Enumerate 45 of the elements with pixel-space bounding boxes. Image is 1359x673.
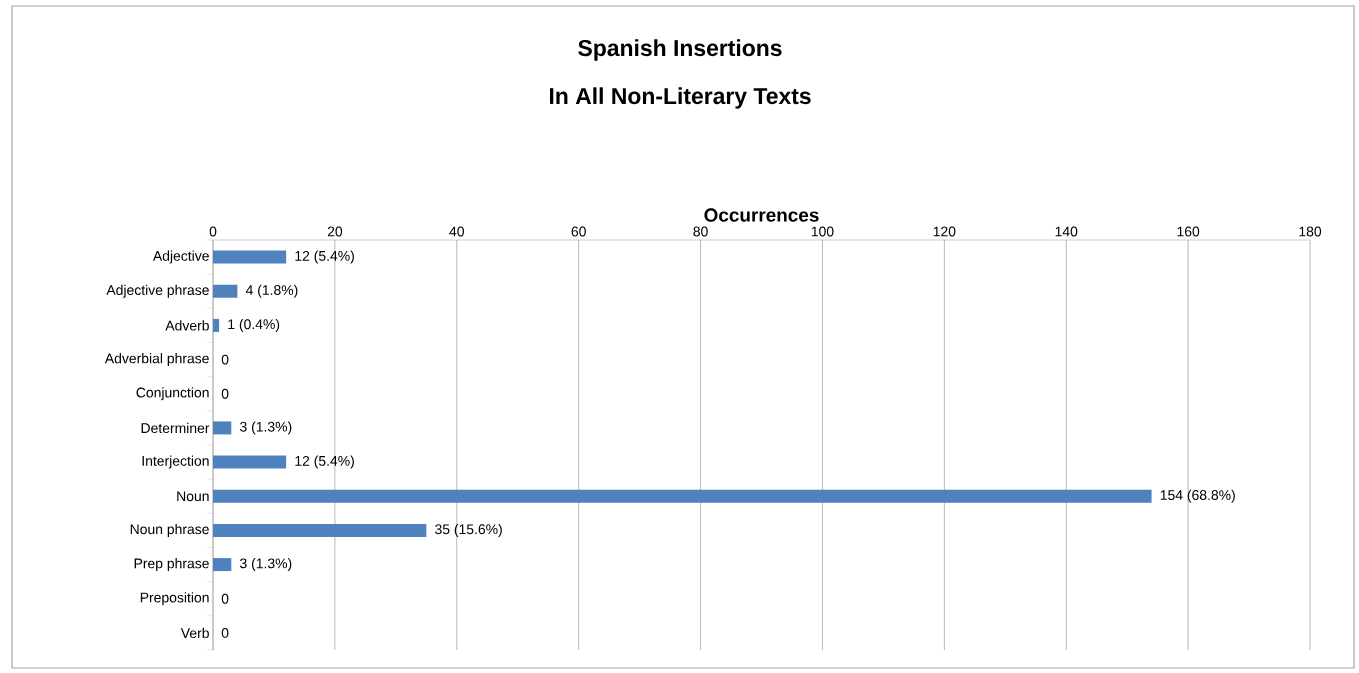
data-label: 4 (1.8%): [245, 284, 298, 298]
data-label: 12 (5.4%): [295, 250, 354, 264]
bar: [213, 558, 232, 572]
chart-title: Spanish Insertions: [578, 39, 782, 61]
y-tick-label: Conjunction: [136, 387, 209, 401]
data-label: 35 (15.6%): [435, 523, 502, 537]
y-tick-label: Noun phrase: [130, 523, 209, 537]
y-tick-label: Determiner: [141, 422, 210, 434]
data-label: 1 (0.4%): [228, 318, 280, 332]
x-axis-title: Occurrences: [704, 208, 819, 222]
bar: [213, 489, 1152, 503]
x-tick-label: 160: [1177, 226, 1200, 237]
data-label: 0: [221, 593, 229, 604]
y-tick-label: Adverbial phrase: [104, 353, 209, 367]
bar: [213, 250, 287, 264]
data-label: 0: [221, 354, 229, 365]
bar: [213, 455, 287, 469]
x-tick-label: 0: [209, 226, 217, 237]
x-tick-label: 140: [1055, 226, 1078, 237]
y-tick-label: Adjective phrase: [106, 284, 209, 298]
y-tick-label: Verb: [180, 627, 209, 639]
bar: [213, 523, 427, 537]
bar: [213, 421, 232, 435]
bar: [213, 284, 238, 298]
x-tick-label: 100: [811, 226, 834, 237]
y-tick-label: Adjective: [152, 250, 209, 264]
data-label: 154 (68.8%): [1160, 489, 1235, 503]
x-tick-label: 20: [327, 226, 343, 237]
y-tick-label: Noun: [177, 491, 209, 502]
data-label: 3 (1.3%): [240, 558, 292, 572]
data-label: 0: [221, 627, 229, 638]
data-label: 12 (5.4%): [295, 455, 354, 469]
x-tick-label: 60: [571, 226, 586, 237]
x-tick-label: 120: [933, 226, 956, 237]
x-tick-label: 80: [693, 226, 708, 237]
data-label: 3 (1.3%): [240, 421, 292, 435]
bar: [213, 318, 220, 332]
chart-subtitle: In All Non-Literary Texts: [549, 87, 811, 109]
x-tick-label: 180: [1299, 226, 1322, 237]
y-tick-label: Interjection: [142, 455, 209, 469]
y-tick-label: Prep phrase: [134, 558, 209, 572]
x-tick-label: 40: [449, 226, 465, 237]
data-label: 0: [221, 388, 229, 399]
y-tick-label: Preposition: [140, 592, 209, 606]
y-tick-label: Adverb: [165, 320, 209, 331]
